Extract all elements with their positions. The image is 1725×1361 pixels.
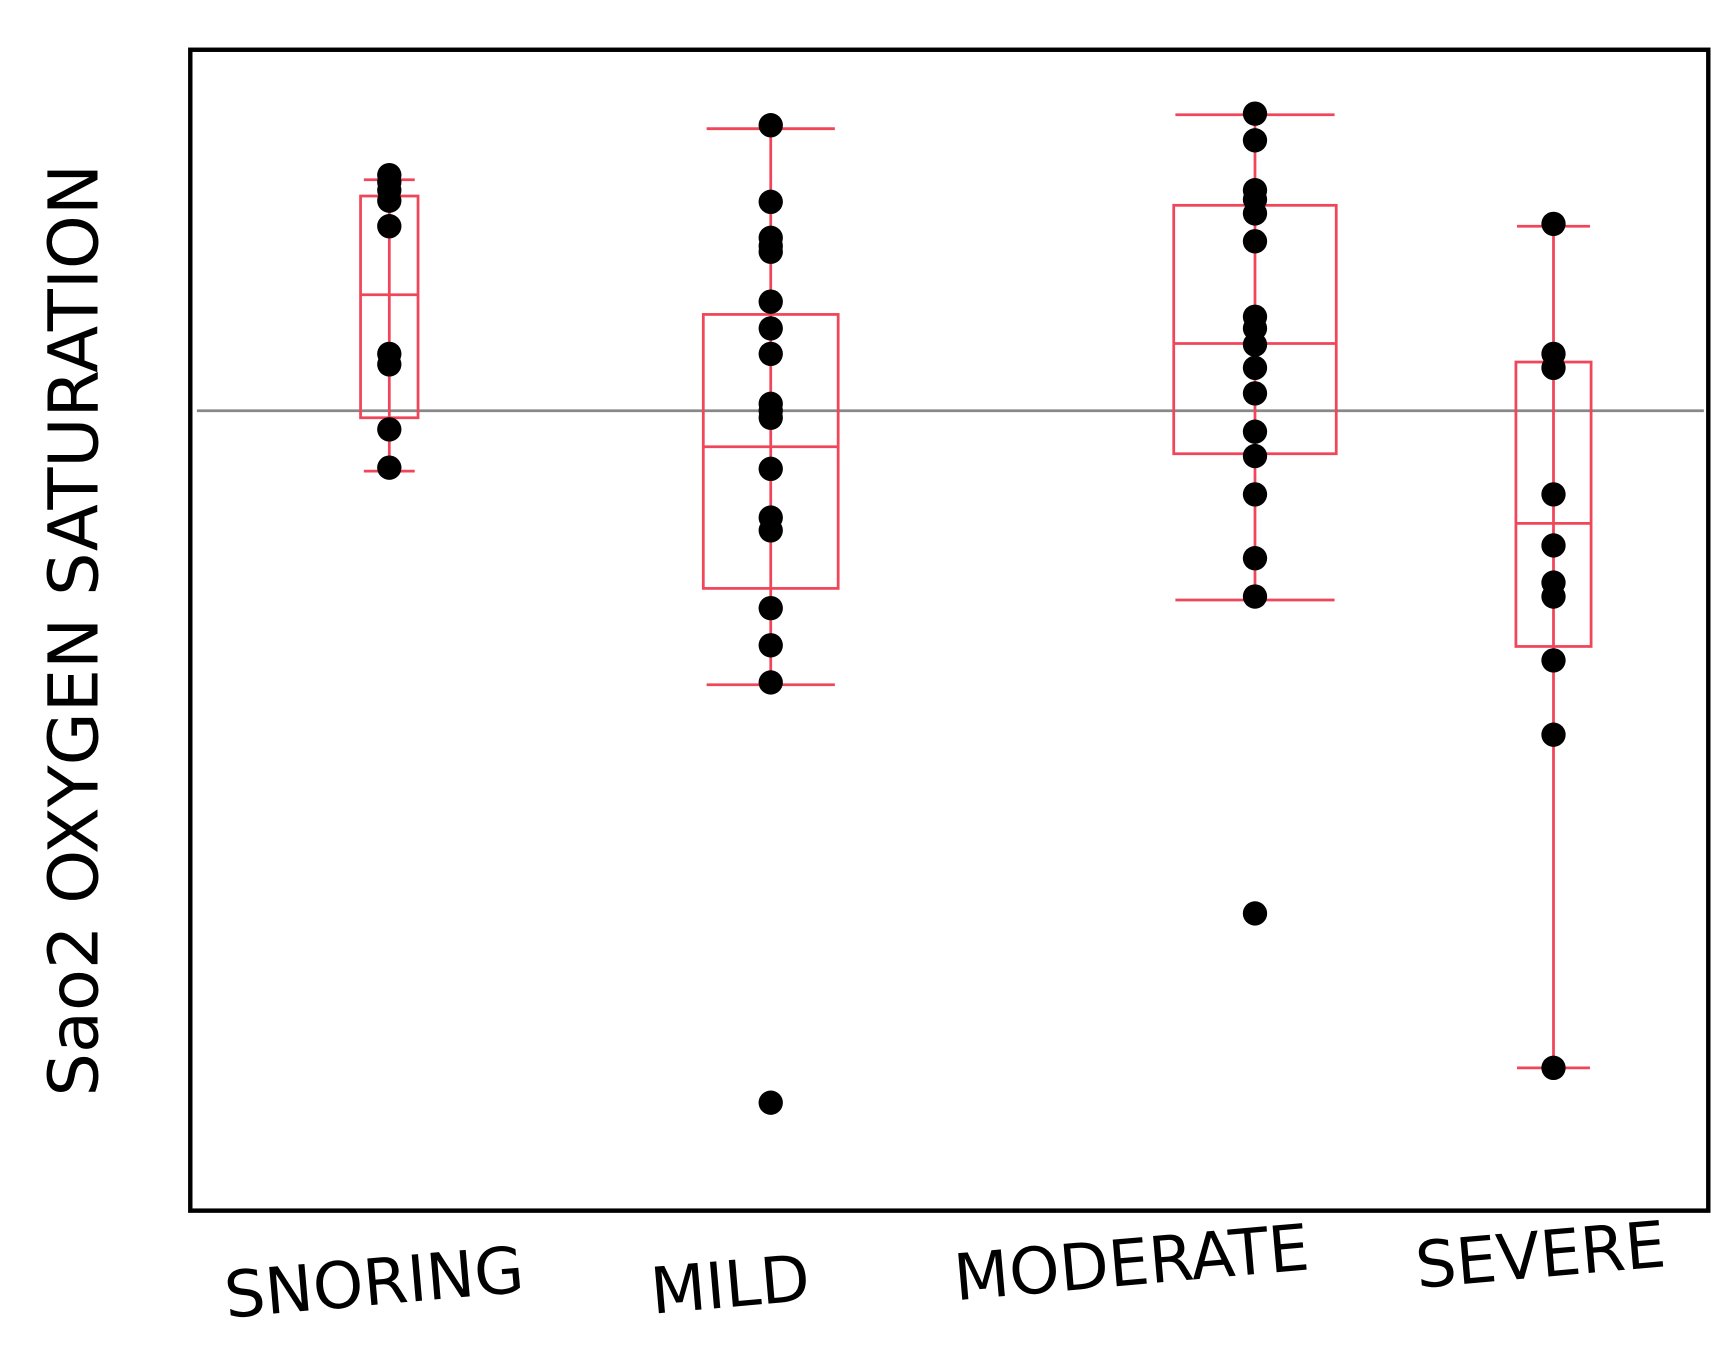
data-point [758, 670, 783, 695]
data-point [758, 239, 783, 264]
data-point [1242, 128, 1268, 153]
plot-frame [188, 47, 1711, 1213]
data-point [758, 518, 783, 543]
data-point [377, 455, 402, 480]
data-point [1242, 482, 1268, 507]
data-point [1242, 355, 1268, 380]
data-point [1242, 584, 1268, 609]
box [701, 313, 840, 590]
x-tick-label: SEVERE [1412, 1207, 1668, 1304]
data-point [1242, 201, 1268, 226]
data-point [758, 595, 783, 621]
data-point [758, 189, 783, 214]
data-point [758, 456, 783, 481]
data-point [1242, 419, 1268, 444]
data-point [1242, 443, 1268, 469]
data-point [1541, 722, 1566, 747]
x-tick-label: MILD [648, 1241, 813, 1330]
data-point [1541, 648, 1566, 673]
data-point [758, 1090, 783, 1115]
data-point [377, 417, 402, 442]
data-point [1242, 332, 1268, 357]
data-point [1242, 901, 1268, 926]
x-tick-label: MODERATE [951, 1210, 1312, 1316]
data-point [1541, 1055, 1566, 1081]
data-point [1541, 482, 1566, 507]
data-point [1242, 381, 1268, 406]
data-point [1541, 355, 1566, 380]
data-point [1242, 229, 1268, 254]
data-point [1541, 533, 1566, 558]
x-tick-label: SNORING [221, 1233, 527, 1334]
data-point [377, 214, 402, 239]
data-point [758, 113, 783, 138]
data-point [377, 188, 402, 213]
data-point [758, 633, 783, 658]
data-point [1242, 101, 1268, 126]
data-point [1242, 546, 1268, 571]
y-axis-label: Sao2 OXYGEN SATURATION [34, 164, 114, 1097]
data-point [1541, 211, 1566, 237]
data-point [758, 405, 783, 430]
data-point [1541, 584, 1566, 609]
data-point [758, 341, 783, 367]
data-point [377, 352, 402, 377]
data-point [758, 289, 783, 314]
data-point [758, 316, 783, 341]
